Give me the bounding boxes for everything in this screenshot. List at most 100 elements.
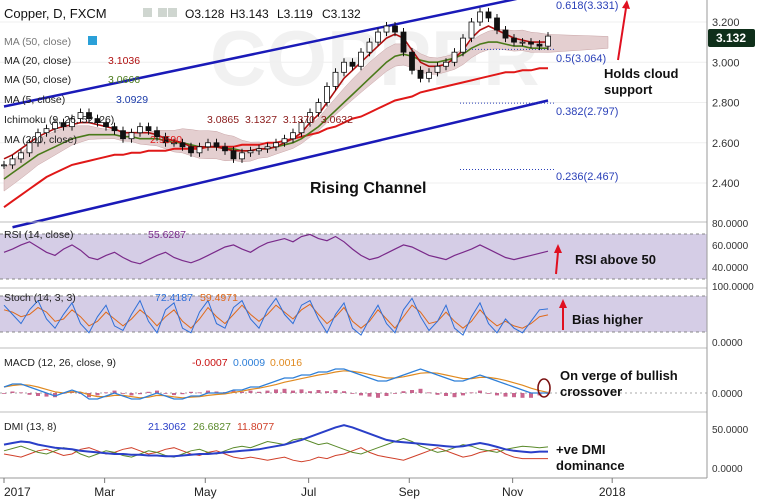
candle-body — [86, 112, 92, 119]
macd-hist-bar — [27, 393, 32, 395]
legend-ma50-hidden: MA (50, close) — [4, 36, 71, 48]
price-tick-label: 2.800 — [712, 98, 740, 110]
candle-body — [434, 65, 441, 73]
macd-hist-value: -0.0007 — [192, 357, 228, 369]
candle-body — [52, 122, 58, 130]
macd-hist-bar — [146, 391, 151, 393]
macd-hist-bar — [282, 388, 287, 393]
macd-line — [3, 368, 548, 400]
macd-hist-bar — [478, 390, 482, 393]
dmi-tick-0: 0.0000 — [712, 464, 743, 475]
candle-body — [332, 71, 339, 87]
dmi-minus-line — [3, 447, 548, 463]
ohlc-high: H3.143 — [230, 7, 269, 21]
arrow-up-icon — [559, 299, 567, 330]
toolbar-button[interactable] — [168, 8, 177, 17]
macd-hist-bar — [435, 393, 440, 395]
candle-body — [468, 21, 475, 39]
macd-hist-bar — [163, 393, 168, 394]
macd-hist-bar — [342, 391, 346, 393]
macd-hist-bar — [418, 388, 423, 393]
macd-hist-bar — [427, 392, 431, 394]
stoch-tick-0: 0.0000 — [712, 338, 743, 349]
candle-body — [120, 130, 126, 140]
dmi-minus-value: 11.8077 — [237, 421, 274, 433]
macd-hist-bar — [10, 391, 15, 393]
rsi-label: RSI (14, close) — [4, 229, 73, 241]
price-tick-label: 2.600 — [712, 138, 740, 150]
candle-body — [528, 41, 534, 45]
candle-body — [375, 31, 381, 43]
last-price-value: 3.132 — [716, 31, 746, 45]
macd-signal-line — [3, 370, 549, 399]
macd-hist-bar — [248, 390, 253, 393]
x-tick-label: 2018 — [599, 485, 626, 499]
indicator-legend: MA (50, close) MA (20, close) 3.1036 MA … — [4, 36, 353, 146]
legend-ichimoku: Ichimoku (9, 26, 52, 26) — [4, 114, 114, 126]
macd-hist-bar — [520, 393, 525, 398]
toolbar-button[interactable] — [143, 8, 152, 17]
price-y-axis: 3.200 3.000 2.800 2.600 2.400 — [712, 17, 740, 190]
stoch-k-value: 72.4187 — [155, 292, 193, 304]
candle-body — [290, 132, 296, 140]
candle-body — [171, 142, 177, 145]
candle-body — [154, 130, 160, 138]
price-grid — [0, 21, 707, 184]
rsi-annotation: RSI above 50 — [575, 252, 656, 267]
candle-body — [188, 146, 194, 154]
fib-label-0382: 0.382(2.797) — [556, 106, 618, 118]
header-toolbar[interactable] — [143, 8, 177, 17]
candle-body — [545, 35, 551, 47]
macd-value: 0.0009 — [233, 357, 265, 369]
candle-body — [128, 132, 135, 140]
fib-label-0236: 0.236(2.467) — [556, 171, 618, 183]
rsi-band — [0, 234, 707, 279]
candle-body — [417, 69, 424, 79]
x-tick-label: May — [194, 485, 217, 499]
legend-ma20: MA (20, close) — [4, 55, 71, 67]
rsi-tick-60: 60.0000 — [712, 241, 749, 252]
candle-body — [264, 146, 271, 150]
dmi-adx-line — [3, 424, 548, 458]
candle-body — [298, 122, 305, 134]
macd-hist-bar — [138, 393, 142, 395]
legend-ma200-value: 2.9590 — [150, 134, 182, 146]
candle-body — [222, 146, 228, 152]
fib-label-05: 0.5(3.064) — [556, 53, 606, 65]
candle-body — [205, 142, 211, 148]
candle-body — [315, 102, 322, 113]
macd-signal-value: 0.0016 — [270, 357, 302, 369]
macd-hist-bar — [316, 390, 321, 393]
macd-hist-bar — [444, 393, 448, 396]
price-tick-label: 2.400 — [712, 178, 740, 190]
stoch-tick-100: 100.0000 — [712, 282, 754, 293]
candle-body — [247, 150, 254, 154]
toolbar-button[interactable] — [158, 8, 167, 17]
x-tick-label: Sep — [399, 485, 421, 499]
candle-body — [9, 158, 16, 166]
macd-hist-bar — [350, 393, 355, 394]
candle-body — [511, 37, 517, 43]
arrow-up-icon — [554, 244, 562, 275]
candle-body — [324, 86, 330, 103]
stoch-k-line — [3, 297, 549, 336]
dmi-label: DMI (13, 8) — [4, 421, 57, 433]
visibility-toggle-icon[interactable] — [88, 36, 97, 45]
candle-body — [426, 71, 432, 79]
rsi-value: 55.6287 — [148, 229, 186, 241]
macd-hist-bar — [469, 392, 474, 394]
macd-hist-bar — [265, 390, 270, 393]
price-candles — [1, 7, 551, 169]
dmi-annotation-line1: +ve DMI — [556, 442, 606, 457]
macd-hist-bar — [325, 391, 329, 393]
channel-lower-line — [12, 99, 549, 229]
candle-body — [239, 152, 245, 160]
candle-body — [477, 11, 483, 23]
dmi-annotation-line2: dominance — [556, 458, 625, 473]
macd-hist-bar — [512, 393, 516, 398]
candle-body — [1, 164, 7, 167]
candle-body — [451, 51, 458, 63]
candle-body — [443, 61, 449, 67]
candle-body — [179, 142, 186, 148]
